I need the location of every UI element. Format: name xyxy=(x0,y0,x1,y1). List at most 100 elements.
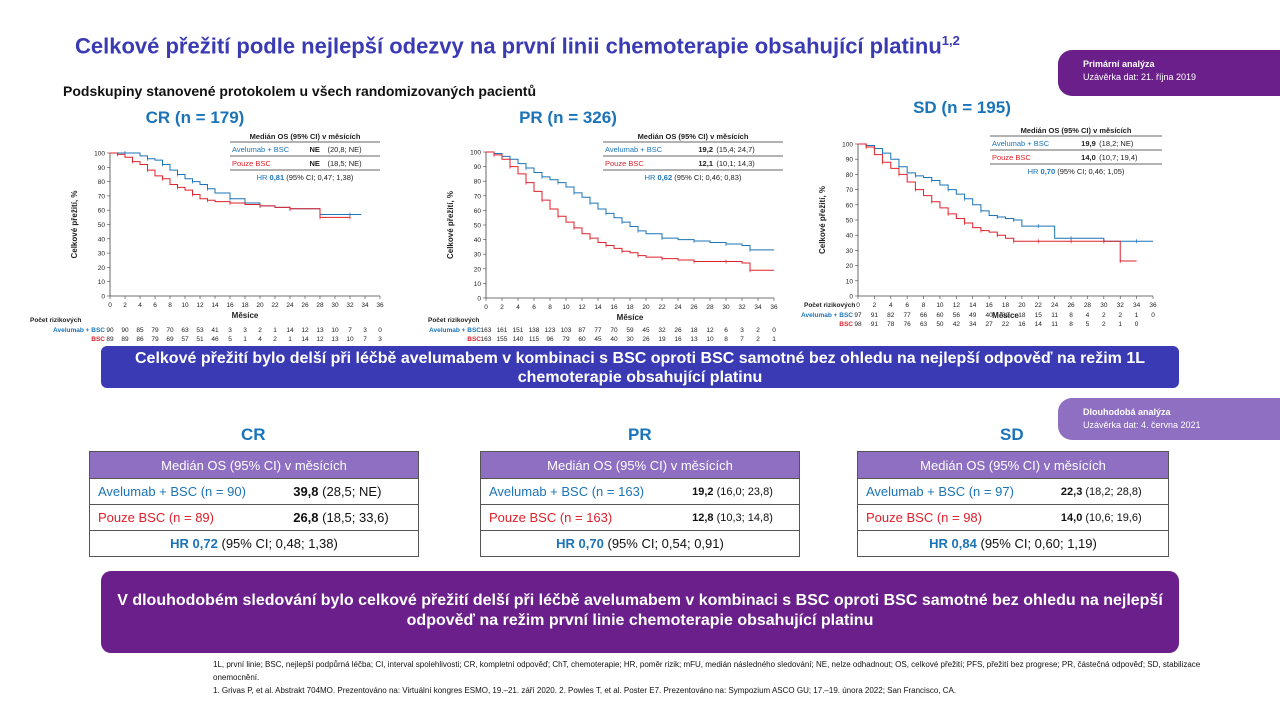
series-bsc-line xyxy=(486,151,774,271)
y-tick-label: 70 xyxy=(846,187,854,194)
longterm-conclusion-banner: V dlouhodobém sledování bylo celkové pře… xyxy=(101,571,1179,653)
median-arm1-value: 19,2 xyxy=(698,145,713,154)
x-tick-label: 4 xyxy=(138,302,142,309)
y-tick-label: 50 xyxy=(474,223,482,230)
risk-arm2-count: 89 xyxy=(121,336,129,343)
footnotes: 1L, první linie; BSC, nejlepší podpůrná … xyxy=(213,658,1213,697)
x-tick-label: 26 xyxy=(1067,302,1075,309)
y-tick-label: 40 xyxy=(98,236,106,243)
x-axis-label: Měsíce xyxy=(617,313,644,322)
risk-arm2-count: 10 xyxy=(346,336,354,343)
lt-arm2-value: 26,8 (18,5; 33,6) xyxy=(285,504,420,531)
risk-arm1-count: 0 xyxy=(1151,312,1155,319)
risk-arm2-count: 14 xyxy=(301,336,309,343)
risk-arm1-count: 3 xyxy=(228,327,232,334)
median-hazard-ratio: HR 0,62 (95% CI; 0,46; 0,83) xyxy=(645,173,742,182)
risk-arm1-count: 70 xyxy=(610,327,618,334)
x-tick-label: 26 xyxy=(690,304,698,311)
median-arm2-value: 12,1 xyxy=(698,159,713,168)
y-tick-label: 70 xyxy=(474,193,482,200)
risk-arm2-count: 115 xyxy=(529,336,540,343)
x-tick-label: 2 xyxy=(873,302,877,309)
x-tick-label: 10 xyxy=(562,304,570,311)
risk-arm1-count: 151 xyxy=(513,327,524,334)
lt-header: Medián OS (95% CI) v měsících xyxy=(857,451,1169,479)
risk-arm2-count: 140 xyxy=(513,336,524,343)
lt-arm1-value: 19,2 (16,0; 23,8) xyxy=(684,478,801,505)
risk-arm2-count: 13 xyxy=(690,336,698,343)
median-header: Medián OS (95% CI) v měsících xyxy=(250,132,361,141)
risk-arm2-count: 91 xyxy=(871,321,879,328)
x-tick-label: 2 xyxy=(123,302,127,309)
x-tick-label: 14 xyxy=(211,302,219,309)
risk-arm1-count: 0 xyxy=(378,327,382,334)
risk-arm1-label: Avelumab + BSC xyxy=(53,327,105,334)
longterm-analysis-label: Dlouhodobá analýza xyxy=(1083,407,1171,417)
risk-arm2-count: 34 xyxy=(969,321,977,328)
y-tick-label: 40 xyxy=(474,237,482,244)
y-tick-label: 30 xyxy=(474,252,482,259)
risk-arm1-count: 123 xyxy=(545,327,556,334)
lt-header: Medián OS (95% CI) v měsících xyxy=(480,451,800,479)
risk-arm2-count: 26 xyxy=(642,336,650,343)
risk-arm2-count: 50 xyxy=(936,321,944,328)
risk-arm2-count: 51 xyxy=(196,336,204,343)
x-tick-label: 30 xyxy=(722,304,730,311)
risk-arm1-count: 85 xyxy=(136,327,144,334)
risk-arm1-count: 66 xyxy=(920,312,928,319)
risk-arm1-count: 161 xyxy=(497,327,508,334)
risk-arm1-count: 6 xyxy=(724,327,728,334)
median-arm2-ci: (10,1; 14,3) xyxy=(716,159,755,168)
risk-arm1-count: 3 xyxy=(363,327,367,334)
risk-arm1-label: Avelumab + BSC xyxy=(801,312,853,319)
x-tick-label: 18 xyxy=(626,304,634,311)
risk-arm1-count: 0 xyxy=(772,327,776,334)
median-arm2-label: Pouze BSC xyxy=(992,153,1031,162)
risk-arm1-count: 13 xyxy=(316,327,324,334)
x-tick-label: 36 xyxy=(770,304,778,311)
lt-arm2-value: 14,0 (10,6; 19,6) xyxy=(1052,504,1169,531)
x-tick-label: 32 xyxy=(346,302,354,309)
lt-hazard-ratio: HR 0,84 (95% CI; 0,60; 1,19) xyxy=(857,530,1169,557)
risk-arm2-count: 98 xyxy=(854,321,862,328)
risk-arm1-count: 60 xyxy=(936,312,944,319)
risk-arm1-count: 77 xyxy=(904,312,912,319)
lt-header: Medián OS (95% CI) v měsících xyxy=(89,451,419,479)
lt-arm2-label: Pouze BSC (n = 98) xyxy=(856,504,1053,531)
risk-arm2-count: 14 xyxy=(1035,321,1043,328)
risk-arm1-count: 163 xyxy=(481,327,492,334)
risk-arm2-count: 1 xyxy=(1118,321,1122,328)
x-tick-label: 8 xyxy=(548,304,552,311)
risk-arm1-count: 63 xyxy=(181,327,189,334)
primary-analysis-badge: Primární analýza Uzávěrka dat: 21. října… xyxy=(1058,50,1280,96)
y-tick-label: 80 xyxy=(98,179,106,186)
y-tick-label: 100 xyxy=(470,150,481,157)
x-tick-label: 16 xyxy=(610,304,618,311)
x-tick-label: 36 xyxy=(376,302,384,309)
page-subtitle: Podskupiny stanovené protokolem u všech … xyxy=(63,83,536,99)
risk-arm1-count: 2 xyxy=(1118,312,1122,319)
x-tick-label: 32 xyxy=(1117,302,1125,309)
risk-arm2-count: 1 xyxy=(243,336,247,343)
risk-arm1-count: 59 xyxy=(626,327,634,334)
x-tick-label: 14 xyxy=(594,304,602,311)
y-axis-label: Celkové přežití, % xyxy=(818,186,827,254)
lt-arm2-label: Pouze BSC (n = 89) xyxy=(89,504,286,531)
x-tick-label: 34 xyxy=(1133,302,1141,309)
y-tick-label: 30 xyxy=(98,251,106,258)
lt-title-cr: CR xyxy=(241,425,266,444)
risk-arm2-count: 79 xyxy=(562,336,570,343)
lt-table-sd: Medián OS (95% CI) v měsících Avelumab +… xyxy=(856,451,1169,557)
risk-arm1-count: 41 xyxy=(211,327,219,334)
y-axis-label: Celkové přežití, % xyxy=(446,191,455,259)
series-bsc-line xyxy=(110,152,350,218)
y-tick-label: 0 xyxy=(849,294,853,301)
risk-arm2-count: 1 xyxy=(772,336,776,343)
median-arm1-label: Avelumab + BSC xyxy=(992,139,1050,148)
risk-arm2-count: 86 xyxy=(136,336,144,343)
risk-arm1-count: 18 xyxy=(1018,312,1026,319)
x-tick-label: 32 xyxy=(738,304,746,311)
longterm-analysis-badge: Dlouhodobá analýza Uzávěrka dat: 4. červ… xyxy=(1058,398,1280,440)
x-tick-label: 18 xyxy=(1002,302,1010,309)
risk-arm1-count: 26 xyxy=(674,327,682,334)
